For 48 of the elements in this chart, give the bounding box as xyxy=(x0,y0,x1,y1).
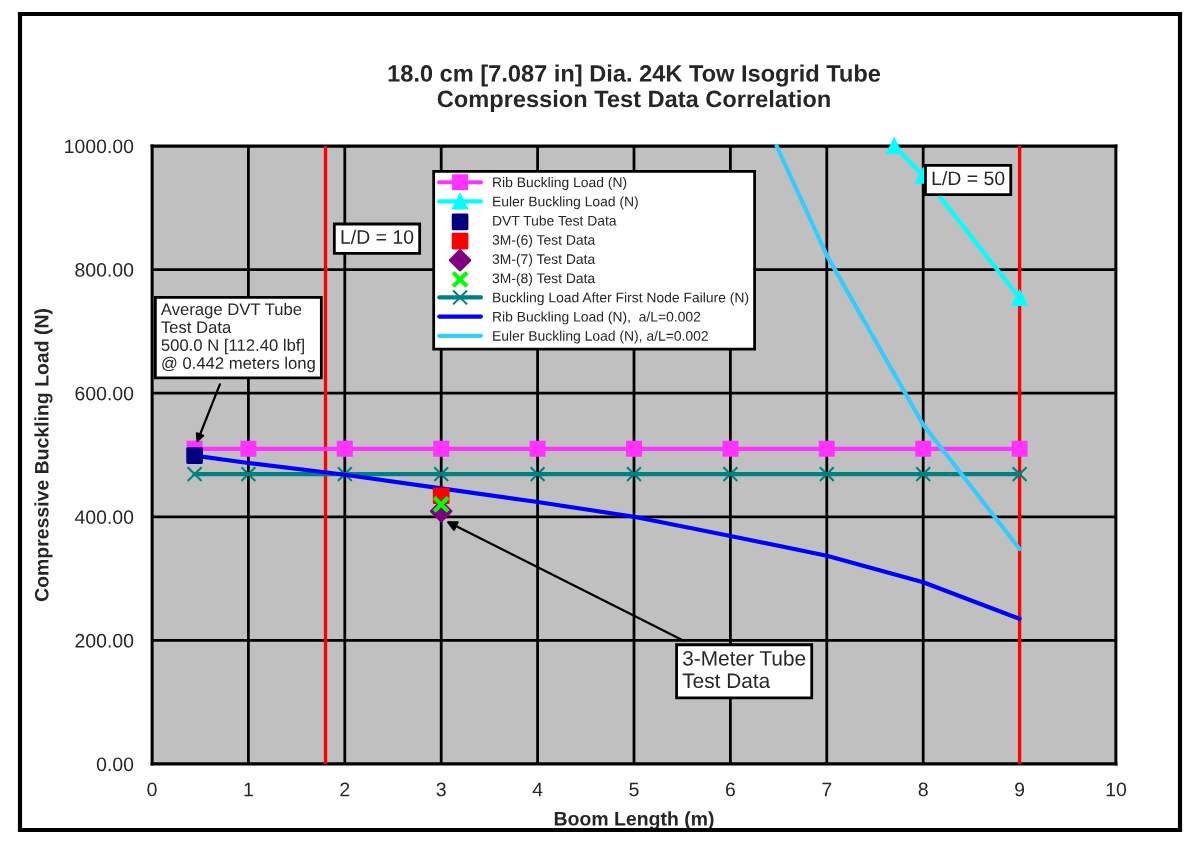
x-tick-label: 7 xyxy=(822,782,832,797)
point xyxy=(722,466,739,483)
point xyxy=(915,466,932,483)
point xyxy=(433,466,450,483)
y-tick-label: 800.00 xyxy=(75,263,134,277)
point xyxy=(433,440,450,457)
x-tick-label: 0 xyxy=(147,782,157,797)
point xyxy=(186,466,203,483)
y-tick-label: 1000.00 xyxy=(65,139,134,154)
point xyxy=(432,495,451,514)
annotation: Average DVT Tube Test Data 500.0 N [112.40 lbf] @ 0.442 meters long xyxy=(160,302,315,373)
point xyxy=(818,466,835,483)
point xyxy=(886,138,903,154)
x-tick-label: 9 xyxy=(1015,782,1025,797)
point xyxy=(336,440,353,457)
annotation: L/D = 10 xyxy=(341,229,414,244)
point xyxy=(915,440,932,457)
chart-title: 18.0 cm [7.087 in] Dia. 24K Tow Isogrid Tube Compression Test Data Correlation xyxy=(388,64,881,113)
point xyxy=(186,447,203,464)
x-tick-label: 3 xyxy=(436,782,446,797)
annotation: L/D = 50 xyxy=(932,170,1005,186)
point xyxy=(336,466,353,483)
point xyxy=(818,440,835,457)
x-axis-title: Boom Length (m) xyxy=(554,811,714,830)
x-tick-label: 1 xyxy=(244,782,253,797)
point xyxy=(1011,466,1028,483)
y-tick-label: 0.00 xyxy=(96,757,134,772)
point xyxy=(240,466,257,483)
point xyxy=(529,466,546,483)
point xyxy=(626,440,642,457)
line-series xyxy=(774,143,1022,552)
x-tick-label: 2 xyxy=(340,782,350,797)
x-tick-label: 6 xyxy=(725,782,735,797)
point xyxy=(1011,440,1028,457)
y-axis-title: Compressive Buckling Load (N) xyxy=(34,309,53,602)
point xyxy=(722,440,739,457)
y-tick-label: 600.00 xyxy=(75,386,134,401)
point xyxy=(626,466,642,483)
point xyxy=(1011,290,1028,307)
x-tick-label: 8 xyxy=(918,782,928,797)
y-tick-label: 200.00 xyxy=(75,633,134,648)
annotation: 3-Meter Tube Test Data xyxy=(682,650,806,689)
point xyxy=(240,440,257,457)
y-tick-label: 400.00 xyxy=(74,510,134,525)
x-tick-label: 4 xyxy=(532,782,543,797)
point xyxy=(529,440,546,457)
x-tick-label: 10 xyxy=(1106,782,1127,797)
x-tick-label: 5 xyxy=(629,782,639,797)
